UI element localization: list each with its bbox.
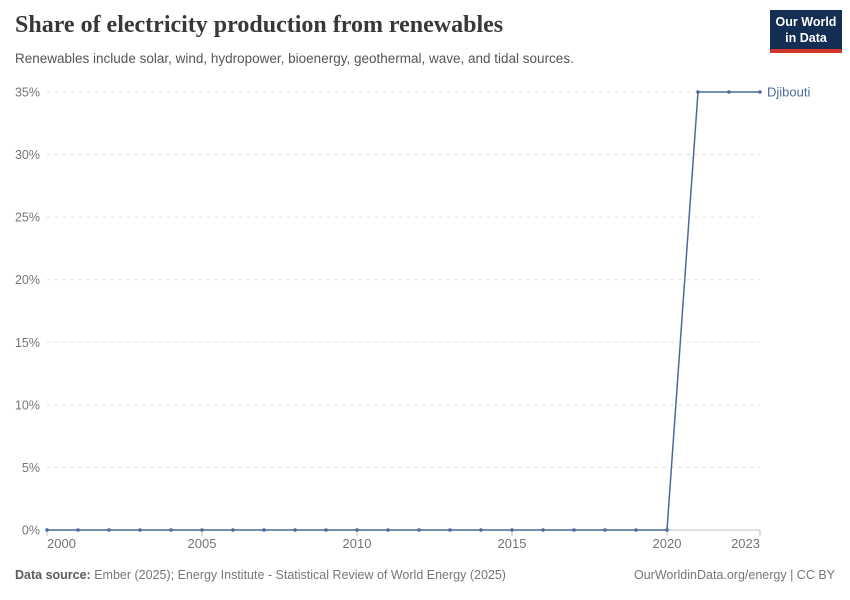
data-point[interactable] (138, 528, 142, 532)
chart-subtitle: Renewables include solar, wind, hydropow… (15, 51, 574, 66)
data-point[interactable] (355, 528, 359, 532)
y-tick-label: 0% (22, 524, 40, 538)
x-tick-label: 2023 (731, 536, 760, 551)
owid-logo[interactable]: Our World in Data (770, 10, 842, 54)
data-point[interactable] (45, 528, 49, 532)
y-tick-label: 25% (15, 211, 40, 225)
data-point[interactable] (293, 528, 297, 532)
data-point[interactable] (262, 528, 266, 532)
data-point[interactable] (603, 528, 607, 532)
data-source-label: Data source: (15, 568, 91, 582)
data-point[interactable] (448, 528, 452, 532)
data-point[interactable] (169, 528, 173, 532)
entity-label-djibouti[interactable]: Djibouti (767, 85, 810, 100)
data-point[interactable] (324, 528, 328, 532)
line-chart: 0% 5% 10% 15% 20% 25% 30% 35% 2000 2005 2010 2015 20… (0, 75, 850, 560)
owid-logo-line1: Our World (775, 15, 837, 29)
y-tick-label: 30% (15, 148, 40, 162)
y-tick-label: 20% (15, 273, 40, 287)
y-tick-label: 15% (15, 336, 40, 350)
x-tick-label: 2020 (653, 536, 682, 551)
page-title: Share of electricity production from ren… (15, 12, 504, 38)
data-point[interactable] (479, 528, 483, 532)
x-tick-label: 2010 (343, 536, 372, 551)
data-point[interactable] (572, 528, 576, 532)
data-point[interactable] (541, 528, 545, 532)
data-point[interactable] (758, 90, 762, 94)
data-point[interactable] (107, 528, 111, 532)
x-tick-label: 2000 (47, 536, 76, 551)
data-point[interactable] (665, 528, 669, 532)
data-point[interactable] (231, 528, 235, 532)
chart-svg: 0% 5% 10% 15% 20% 25% 30% 35% 2000 2005 2010 2015 20… (15, 85, 810, 552)
data-source: Data source: Ember (2025); Energy Instit… (15, 568, 506, 582)
data-point[interactable] (727, 90, 731, 94)
credit-line: OurWorldinData.org/energy | CC BY (633, 568, 835, 582)
owid-logo-line2: in Data (785, 30, 827, 45)
data-point[interactable] (76, 528, 80, 532)
data-point[interactable] (634, 528, 638, 532)
data-point[interactable] (510, 528, 514, 532)
y-tick-label: 5% (22, 461, 40, 475)
y-tick-label: 10% (15, 398, 40, 412)
data-point[interactable] (696, 90, 700, 94)
x-tick-label: 2015 (498, 536, 527, 551)
data-point[interactable] (200, 528, 204, 532)
data-point[interactable] (417, 528, 421, 532)
y-tick-label: 35% (15, 86, 40, 100)
x-tick-label: 2005 (188, 536, 217, 551)
data-point[interactable] (386, 528, 390, 532)
series-line-djibouti[interactable] (47, 91, 760, 531)
data-source-text: Ember (2025); Energy Institute - Statist… (90, 568, 506, 582)
